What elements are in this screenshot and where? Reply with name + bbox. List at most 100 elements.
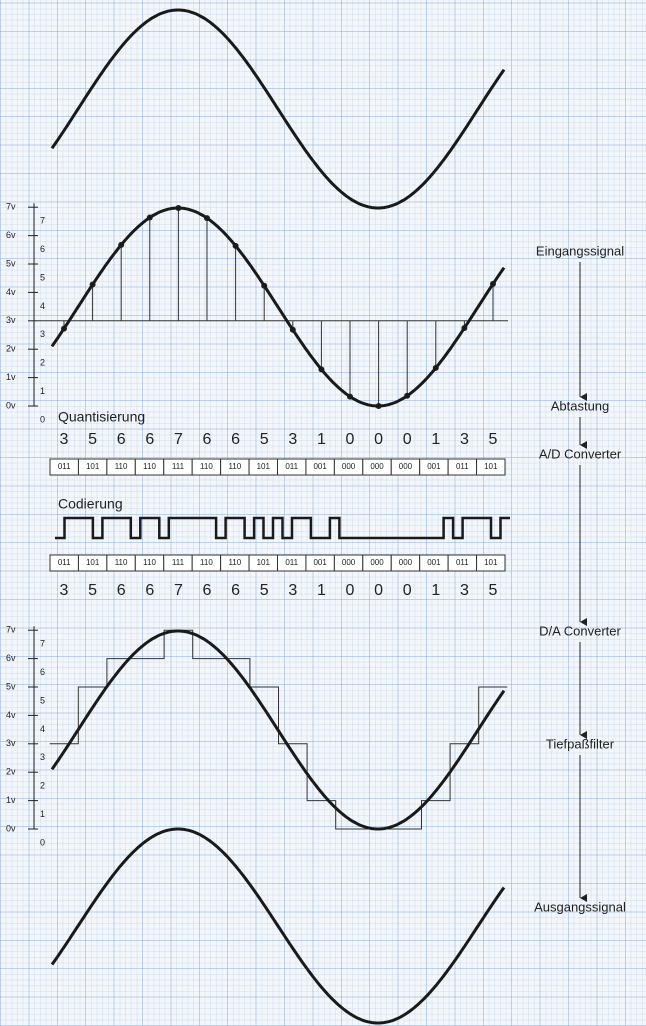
code-label: 001 [313, 558, 327, 567]
flow-label: Eingangssignal [536, 243, 624, 258]
quant-digit: 1 [317, 582, 326, 599]
quant-digit: 5 [489, 431, 498, 448]
code-label: 011 [456, 462, 469, 471]
axis-label: 5v [6, 258, 16, 268]
axis-label: 4v [6, 710, 16, 720]
code-label: 111 [172, 462, 185, 471]
axis-label: 2v [6, 344, 16, 354]
axis-label: 0 [40, 414, 45, 424]
axis-label: 4 [40, 724, 45, 734]
flow-label: Ausgangssignal [534, 899, 626, 914]
quant-digit: 5 [88, 431, 97, 448]
quant-digit: 5 [88, 582, 97, 599]
code-label: 110 [143, 558, 156, 567]
code-label: 110 [200, 558, 213, 567]
code-label: 000 [342, 558, 356, 567]
code-label: 101 [257, 462, 271, 471]
axis-label: 1 [40, 386, 45, 396]
quant-digit: 6 [203, 582, 212, 599]
sine-curve [50, 8, 506, 210]
code-label: 110 [200, 462, 213, 471]
code-label: 001 [427, 462, 441, 471]
code-label: 110 [115, 558, 128, 567]
quant-digit: 1 [317, 431, 326, 448]
quant-digit: 3 [60, 431, 69, 448]
flow-label: D/A Converter [539, 623, 621, 638]
quant-digit: 3 [288, 431, 297, 448]
axis-label: 5v [6, 681, 16, 691]
code-label: 111 [172, 558, 185, 567]
code-box [476, 458, 506, 476]
axis-label: 7v [6, 202, 16, 212]
quant-digit: 0 [403, 431, 412, 448]
flow-label: Tiefpaßfilter [546, 736, 615, 751]
axis-label: 3 [40, 329, 45, 339]
axis-label: 3v [6, 738, 16, 748]
quant-digit: 0 [346, 582, 355, 599]
quant-digit: 1 [431, 431, 440, 448]
code-label: 011 [285, 462, 298, 471]
code-label: 000 [342, 462, 356, 471]
quantization-title: Quantisierung [58, 409, 145, 425]
axis-label: 6v [6, 653, 16, 663]
quant-digit: 3 [460, 431, 469, 448]
axis-label: 3v [6, 315, 16, 325]
coding-title: Codierung [58, 496, 123, 512]
quant-digit: 3 [288, 582, 297, 599]
code-label: 001 [427, 558, 441, 567]
quant-digit: 1 [431, 582, 440, 599]
axis-label: 2 [40, 781, 45, 791]
axis-label: 7 [40, 639, 45, 649]
axis-label: 4v [6, 287, 16, 297]
code-label: 011 [456, 558, 469, 567]
code-label: 110 [228, 558, 241, 567]
code-label: 101 [86, 558, 100, 567]
axis-label: 2 [40, 358, 45, 368]
quant-digit: 0 [374, 431, 383, 448]
quant-digit: 6 [203, 431, 212, 448]
quant-digit: 5 [489, 582, 498, 599]
axis-label: 4 [40, 301, 45, 311]
code-box [476, 554, 506, 572]
staircase [49, 629, 508, 830]
code-label: 000 [370, 462, 384, 471]
axis-label: 0v [6, 823, 16, 833]
axis-label: 1 [40, 809, 45, 819]
code-label: 101 [484, 462, 498, 471]
axis-label: 7v [6, 625, 16, 635]
axis-label: 1v [6, 795, 16, 805]
quant-digit: 6 [117, 431, 126, 448]
quant-digit: 6 [145, 582, 154, 599]
code-label: 101 [257, 558, 271, 567]
code-label: 000 [399, 462, 413, 471]
quant-digit: 7 [174, 431, 183, 448]
axis-label: 0 [40, 837, 45, 847]
sine-curve [50, 629, 506, 831]
quant-digit: 6 [145, 431, 154, 448]
axis-label: 5 [40, 695, 45, 705]
quant-digit: 7 [174, 582, 183, 599]
axis-label: 6v [6, 230, 16, 240]
quant-digit: 0 [374, 582, 383, 599]
quant-digit: 5 [260, 431, 269, 448]
axis-label: 7 [40, 216, 45, 226]
code-label: 011 [285, 558, 298, 567]
code-label: 011 [58, 558, 71, 567]
axis-label: 3 [40, 752, 45, 762]
code-label: 101 [86, 462, 100, 471]
axis-label: 6 [40, 244, 45, 254]
quant-digit: 0 [346, 431, 355, 448]
code-label: 110 [228, 462, 241, 471]
code-label: 011 [58, 462, 71, 471]
quant-digit: 3 [60, 582, 69, 599]
flow-label: A/D Converter [539, 446, 622, 461]
quant-digit: 5 [260, 582, 269, 599]
axis-label: 5 [40, 272, 45, 282]
sine-curve [50, 206, 506, 408]
quant-digit: 0 [403, 582, 412, 599]
axis-label: 6 [40, 667, 45, 677]
axis-label: 1v [6, 372, 16, 382]
quant-digit: 3 [460, 582, 469, 599]
axis-label: 2v [6, 767, 16, 777]
